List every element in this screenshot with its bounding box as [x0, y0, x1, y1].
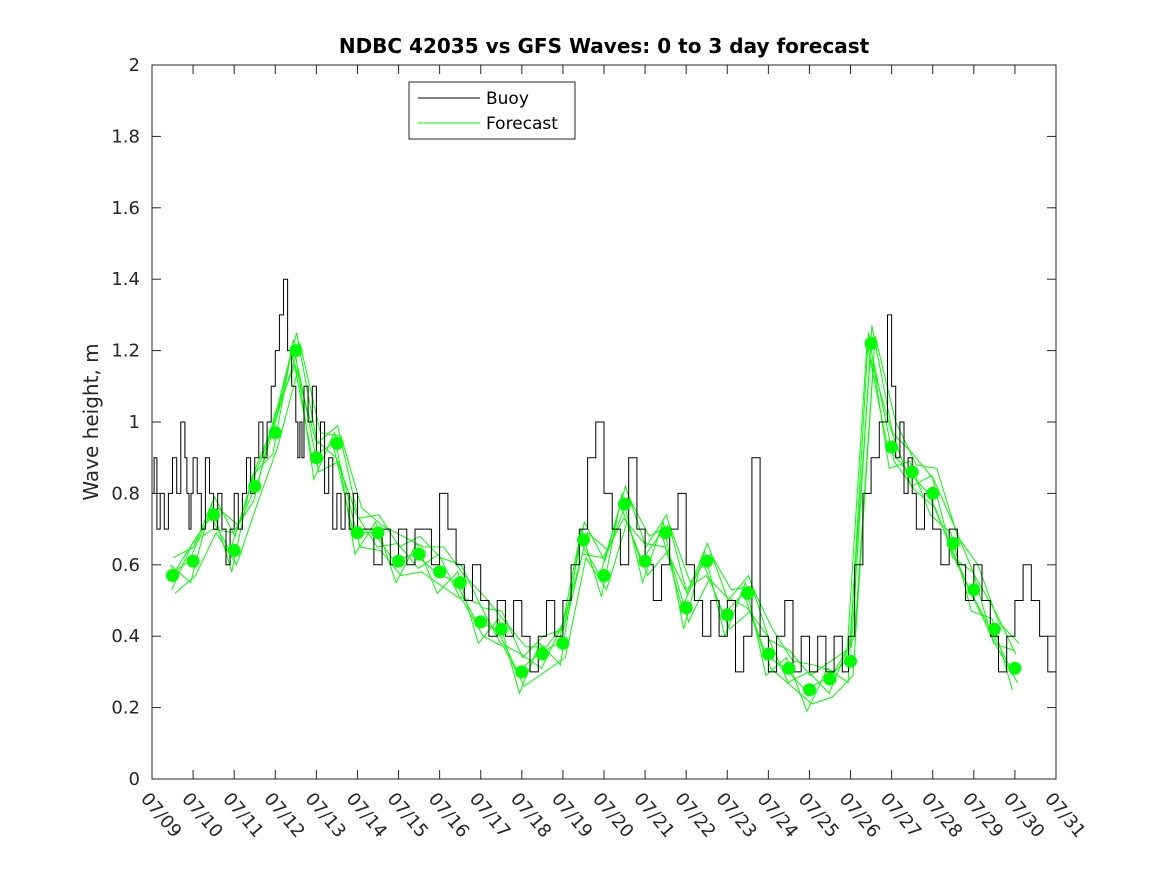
legend-buoy-label: Buoy — [486, 89, 529, 109]
forecast-point — [597, 569, 611, 582]
forecast-point — [392, 554, 405, 568]
forecast-point — [741, 586, 755, 600]
forecast-point — [1008, 661, 1022, 675]
forecast-point — [618, 497, 631, 511]
forecast-point — [351, 526, 364, 540]
forecast-point — [700, 554, 714, 568]
forecast-point — [207, 508, 221, 522]
y-tick-label: 1.4 — [111, 269, 140, 290]
legend-forecast-label: Forecast — [486, 114, 558, 134]
forecast-point — [166, 569, 179, 582]
legend-box — [408, 81, 576, 140]
forecast-point — [268, 426, 282, 440]
forecast-point — [946, 536, 960, 550]
y-axis: 0 0.2 0.4 0.6 0.8 1 1.2 1.4 1.6 1.8 2 — [111, 55, 1056, 790]
forecast-point — [330, 436, 344, 450]
forecast-point — [309, 451, 323, 465]
forecast-point — [844, 654, 857, 668]
legend: Buoy Forecast — [408, 81, 576, 140]
forecast-point — [659, 526, 673, 540]
forecast-point — [515, 665, 529, 679]
y-tick-label: 1.6 — [111, 198, 140, 219]
forecast-point — [864, 337, 878, 350]
buoy-series-group — [152, 278, 1057, 673]
forecast-point — [474, 615, 488, 629]
y-tick-label: 0.8 — [111, 483, 140, 504]
forecast-point — [926, 486, 940, 500]
forecast-point — [577, 533, 590, 547]
y-tick-label: 1 — [129, 412, 140, 433]
forecast-point — [638, 554, 652, 568]
forecast-point — [803, 683, 816, 697]
forecast-markers — [166, 337, 1022, 697]
forecast-point — [186, 554, 200, 568]
forecast-point — [248, 479, 262, 493]
forecast-point — [494, 622, 508, 636]
forecast-point — [679, 601, 693, 615]
forecast-run-line — [171, 357, 1015, 695]
forecast-point — [782, 661, 796, 675]
forecast-point — [905, 465, 919, 479]
forecast-point — [535, 647, 549, 661]
y-tick-label: 0.6 — [111, 555, 140, 576]
buoy-series-line — [152, 278, 1057, 673]
chart-title: NDBC 42035 vs GFS Waves: 0 to 3 day fore… — [339, 34, 870, 58]
forecast-point — [371, 526, 385, 540]
y-tick-label: 0.4 — [111, 626, 140, 647]
forecast-point — [720, 608, 734, 622]
forecast-run-line — [176, 336, 1020, 673]
forecast-point — [967, 583, 981, 597]
y-tick-label: 1.8 — [111, 126, 140, 147]
forecast-point — [433, 565, 447, 579]
y-tick-label: 0.2 — [111, 698, 140, 719]
forecast-point — [227, 544, 241, 557]
forecast-point — [289, 344, 303, 358]
forecast-point — [412, 547, 426, 561]
forecast-point — [987, 622, 1001, 636]
forecast-point — [761, 647, 775, 661]
forecast-point — [885, 440, 899, 454]
y-tick-label: 0 — [129, 769, 140, 790]
y-tick-label: 2 — [129, 55, 140, 76]
y-tick-label: 1.2 — [111, 341, 140, 362]
forecast-point — [556, 636, 570, 650]
forecast-point — [823, 672, 837, 686]
forecast-point — [453, 576, 467, 590]
y-axis-label: Wave height, m — [79, 343, 103, 500]
